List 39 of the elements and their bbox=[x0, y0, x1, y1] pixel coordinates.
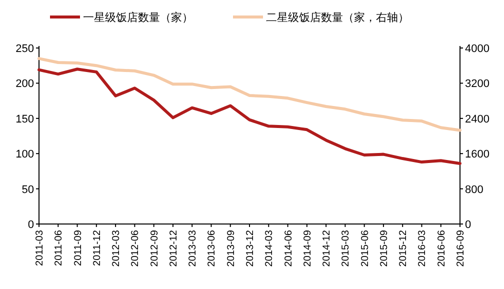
y2-tick-label: 1600 bbox=[465, 148, 490, 161]
x-tick-label: 2011-09 bbox=[72, 230, 84, 266]
y-tick-label: 250 bbox=[16, 43, 34, 55]
y2-tick-label: 3200 bbox=[465, 78, 490, 90]
y2-tick-label: 800 bbox=[465, 184, 484, 196]
x-tick-label: 2012-09 bbox=[149, 230, 160, 267]
x-tick-label: 2012-12 bbox=[168, 230, 180, 267]
x-tick-label: 2011-03 bbox=[34, 230, 46, 266]
x-tick-label: 2012-06 bbox=[130, 230, 142, 267]
x-tick-label: 2014-12 bbox=[322, 230, 333, 267]
x-tick-label: 2016-03 bbox=[417, 230, 428, 267]
y2-tick-label: 0 bbox=[465, 219, 472, 231]
x-tick-label: 2011-06 bbox=[54, 230, 65, 266]
legend-label: 一星级饭店数量（家） bbox=[83, 11, 193, 24]
x-tick-label: 2011-12 bbox=[92, 230, 103, 266]
x-tick-label: 2015-03 bbox=[340, 230, 352, 267]
y-tick-label: 0 bbox=[28, 219, 34, 231]
y-tick-label: 100 bbox=[16, 148, 34, 161]
line-series bbox=[38, 68, 462, 165]
x-tick-label: 2013-03 bbox=[188, 230, 199, 267]
x-tick-label: 2016-06 bbox=[436, 230, 448, 267]
x-tick-label: 2014-09 bbox=[302, 230, 314, 267]
x-tick-label: 2015-12 bbox=[398, 230, 410, 267]
x-tick-label: 2015-09 bbox=[378, 230, 390, 267]
y2-tick-label: 2400 bbox=[465, 113, 490, 126]
line-series bbox=[38, 57, 462, 132]
x-tick-label: 2013-09 bbox=[226, 230, 237, 267]
x-tick-label: 2016-09 bbox=[456, 230, 466, 267]
x-tick-label: 2014-03 bbox=[264, 230, 276, 267]
x-tick-label: 2014-06 bbox=[283, 230, 294, 267]
legend-label: 二星级饭店数量（家，右轴） bbox=[266, 11, 409, 24]
y-tick-label: 150 bbox=[16, 113, 34, 126]
y-tick-label: 200 bbox=[16, 78, 34, 90]
x-tick-label: 2013-12 bbox=[245, 230, 256, 267]
y2-tick-label: 4000 bbox=[465, 43, 490, 55]
x-tick-label: 2013-06 bbox=[206, 230, 218, 267]
x-tick-label: 2012-03 bbox=[111, 230, 122, 267]
y-tick-label: 50 bbox=[22, 184, 34, 196]
x-tick-label: 2015-06 bbox=[360, 230, 371, 267]
